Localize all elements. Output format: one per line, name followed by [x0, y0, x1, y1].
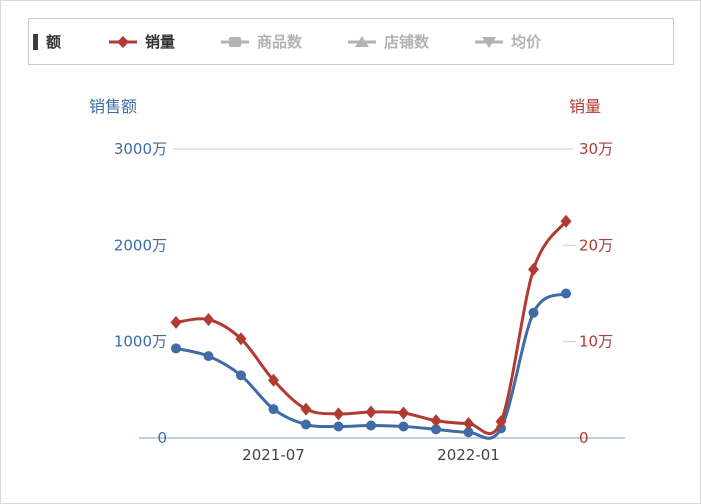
legend-item-sales-volume[interactable]: 销量	[109, 31, 175, 52]
svg-text:0: 0	[579, 429, 589, 447]
legend-item-shop-count[interactable]: 店铺数	[348, 31, 429, 52]
legend-label: 商品数	[257, 33, 303, 51]
svg-text:2022-01: 2022-01	[437, 446, 500, 464]
legend-label: 均价	[511, 33, 542, 51]
down-triangle-line-icon	[475, 36, 504, 48]
svg-text:0: 0	[157, 429, 167, 447]
legend-item-average-price[interactable]: 均价	[475, 31, 541, 52]
svg-text:2021-07: 2021-07	[242, 446, 305, 464]
legend: 额 销量 商品数	[28, 18, 674, 65]
svg-text:10万: 10万	[579, 333, 613, 351]
chart-plot-area: 3000万 2000万 1000万 0 30万 20万 10万 0 2021-07 2022-01	[1, 71, 700, 501]
right-axis-title: 销量	[569, 97, 602, 116]
triangle-line-icon	[348, 35, 377, 48]
left-axis-title: 销售额	[89, 97, 138, 116]
svg-text:3000万: 3000万	[114, 140, 167, 158]
svg-text:20万: 20万	[579, 236, 613, 254]
svg-text:2000万: 2000万	[114, 236, 167, 254]
legend-label: 额	[46, 33, 62, 51]
truncated-legend-marker-icon	[33, 33, 38, 50]
legend-item-sales-amount[interactable]: 额	[33, 31, 61, 52]
bar-line-icon	[221, 36, 250, 48]
diamond-line-icon	[109, 35, 138, 48]
chart-canvas: 3000万 2000万 1000万 0 30万 20万 10万 0 2021-07 2022-01	[114, 140, 625, 464]
svg-text:1000万: 1000万	[114, 333, 167, 351]
legend-item-product-count[interactable]: 商品数	[221, 31, 302, 52]
svg-text:30万: 30万	[579, 140, 613, 158]
legend-label: 销量	[145, 33, 176, 51]
legend-label: 店铺数	[384, 33, 430, 51]
